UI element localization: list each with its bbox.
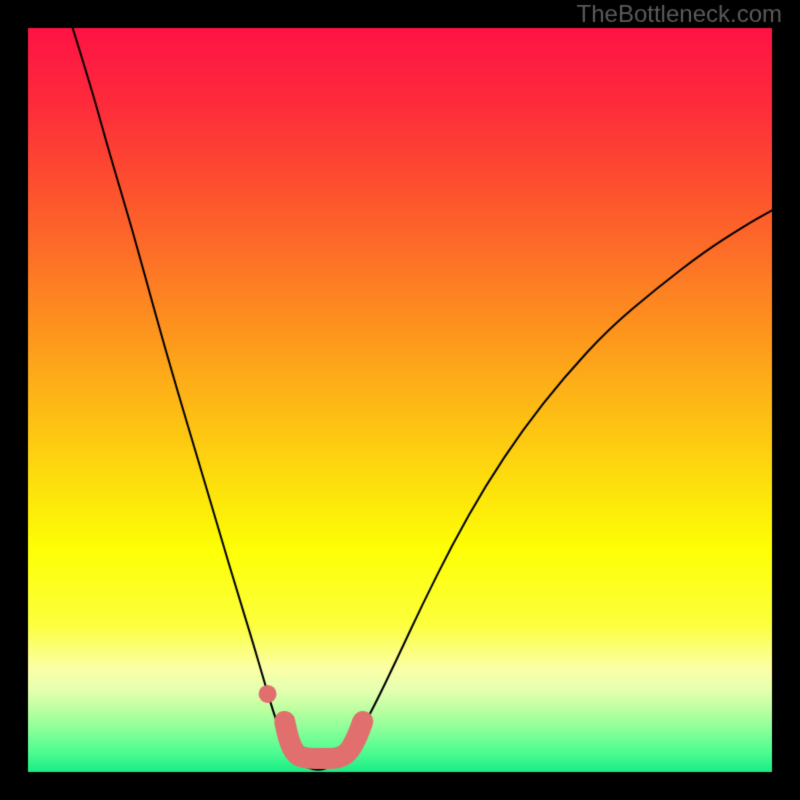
bottleneck-chart [0, 0, 800, 800]
